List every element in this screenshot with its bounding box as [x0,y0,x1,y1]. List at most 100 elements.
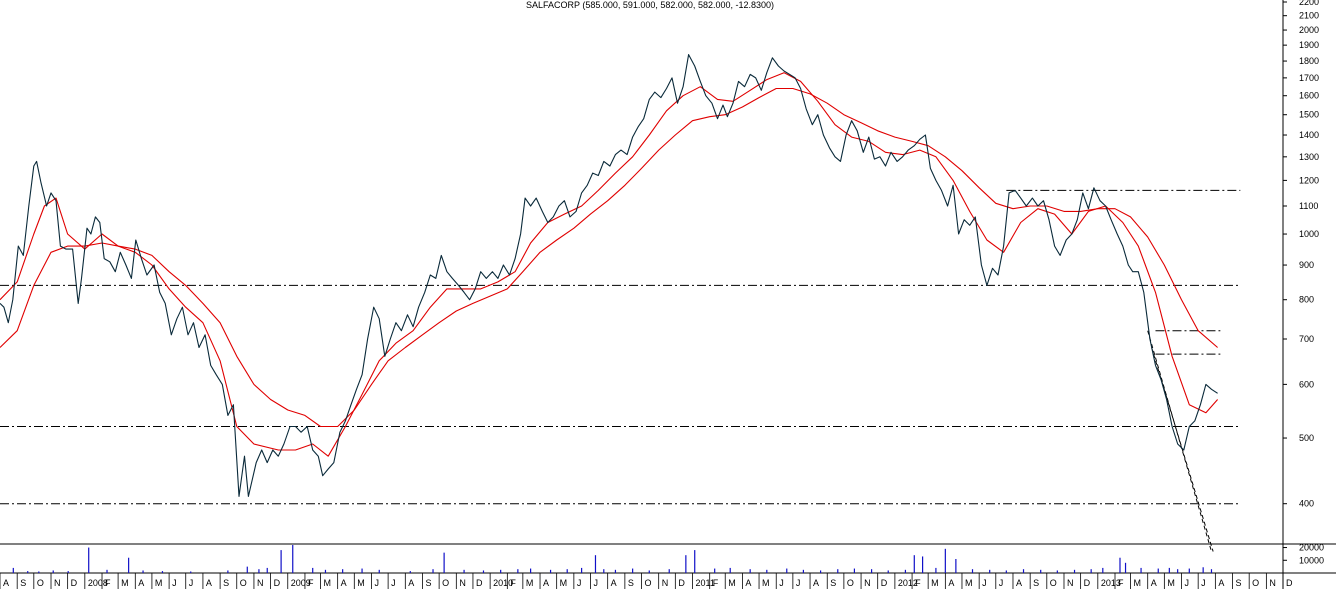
time-tick-label: M [560,578,568,588]
price-tick-label: 1900 [1299,40,1319,50]
price-tick-label: 2100 [1299,11,1319,21]
time-tick-label: A [948,578,954,588]
time-tick-label: 2011 [696,578,715,588]
horizontal-reference-lines [0,189,1241,505]
price-tick-label: 1500 [1299,110,1319,120]
price-line-group [0,54,1218,497]
time-tick-label: O [1252,578,1259,588]
price-tick-label: 1600 [1299,91,1319,101]
time-tick-label: N [662,578,669,588]
time-tick-label: F [1118,578,1124,588]
time-tick-label: A [1016,578,1022,588]
time-tick-label: N [54,578,61,588]
moving-average-short-line [0,72,1219,457]
time-tick-label: F [308,578,314,588]
time-tick-label: A [611,578,617,588]
time-tick-label: O [847,578,854,588]
time-tick-label: A [138,578,144,588]
time-tick-label: J [779,578,784,588]
time-tick-label: F [713,578,719,588]
price-tick-label: 1300 [1299,152,1319,162]
price-tick-label: 400 [1299,499,1314,509]
price-axis: 400 500 600 700 800 900 1000 1100 1200 1300 1400 15… [1283,0,1319,509]
time-tick-label: J [796,578,801,588]
time-tick-label: A [813,578,819,588]
volume-tick-label: 10000 [1299,555,1324,565]
price-tick-label: 1700 [1299,73,1319,83]
time-tick-label: A [206,578,212,588]
time-tick-label: M [1134,578,1142,588]
time-tick-label: S [20,578,26,588]
time-tick-label: S [830,578,836,588]
volume-panel [12,545,1213,573]
time-tick-label: 2012 [898,578,918,588]
price-tick-label: 700 [1299,334,1314,344]
price-tick-label: 2000 [1299,25,1319,35]
chart-title: SALFACORP (585.000, 591.000, 582.000, 58… [526,0,774,10]
time-tick-label: D [71,578,78,588]
moving-average-lines [0,72,1219,457]
time-tick-label: O [1050,578,1057,588]
time-tick-label: A [543,578,549,588]
chart-title-group: SALFACORP (585.000, 591.000, 582.000, 58… [526,0,774,10]
price-tick-label: 1400 [1299,130,1319,140]
time-tick-label: D [274,578,281,588]
price-tick-label: 500 [1299,433,1314,443]
time-tick-label: D [881,578,888,588]
time-tick-label: N [1269,578,1276,588]
price-tick-label: 1100 [1299,201,1318,211]
price-tick-label: 1000 [1299,229,1319,239]
time-tick-label: J [1201,578,1206,588]
moving-average-long-line [0,87,1218,428]
price-tick-label: 600 [1299,379,1314,389]
time-tick-label: A [3,578,9,588]
time-tick-label: D [1084,578,1091,588]
time-tick-label: N [864,578,871,588]
time-tick-label: 2008 [88,578,108,588]
time-tick-label: J [1185,578,1190,588]
time-tick-label: O [442,578,449,588]
time-tick-label: A [341,578,347,588]
time-tick-label: M [323,578,331,588]
price-tick-label: 1800 [1299,56,1319,66]
price-tick-label: 900 [1299,260,1314,270]
time-tick-label: M [526,578,534,588]
price-tick-label: 1200 [1299,175,1319,185]
time-tick-label: M [728,578,736,588]
time-tick-label: S [223,578,229,588]
time-tick-label: D [678,578,685,588]
time-tick-label: F [105,578,111,588]
time-tick-label: D [476,578,483,588]
trend-lines [1147,330,1214,552]
time-tick-label: 2013 [1101,578,1121,588]
time-tick-label: M [931,578,939,588]
volume-tick-label: 20000 [1299,543,1324,553]
time-tick-label: F [510,578,516,588]
trend-line-1 [1147,330,1212,552]
time-tick-label: N [1067,578,1074,588]
price-line [0,54,1218,497]
time-tick-label: A [745,578,751,588]
time-tick-label: D [1286,578,1293,588]
time-tick-label: S [1236,578,1242,588]
time-tick-label: J [391,578,396,588]
time-tick-label: J [593,578,598,588]
time-tick-label: M [121,578,129,588]
time-tick-label: N [257,578,264,588]
time-tick-label: S [1033,578,1039,588]
time-tick-label: 2010 [493,578,513,588]
price-tick-label: 800 [1299,295,1314,305]
time-tick-label: F [915,578,921,588]
time-tick-label: S [425,578,431,588]
time-tick-label: J [172,578,177,588]
time-tick-label: M [965,578,973,588]
time-tick-label: M [155,578,163,588]
time-tick-label: J [577,578,582,588]
time-tick-label: A [1151,578,1157,588]
time-tick-label: J [374,578,379,588]
time-tick-label: 2009 [291,578,311,588]
time-tick-label: J [189,578,194,588]
